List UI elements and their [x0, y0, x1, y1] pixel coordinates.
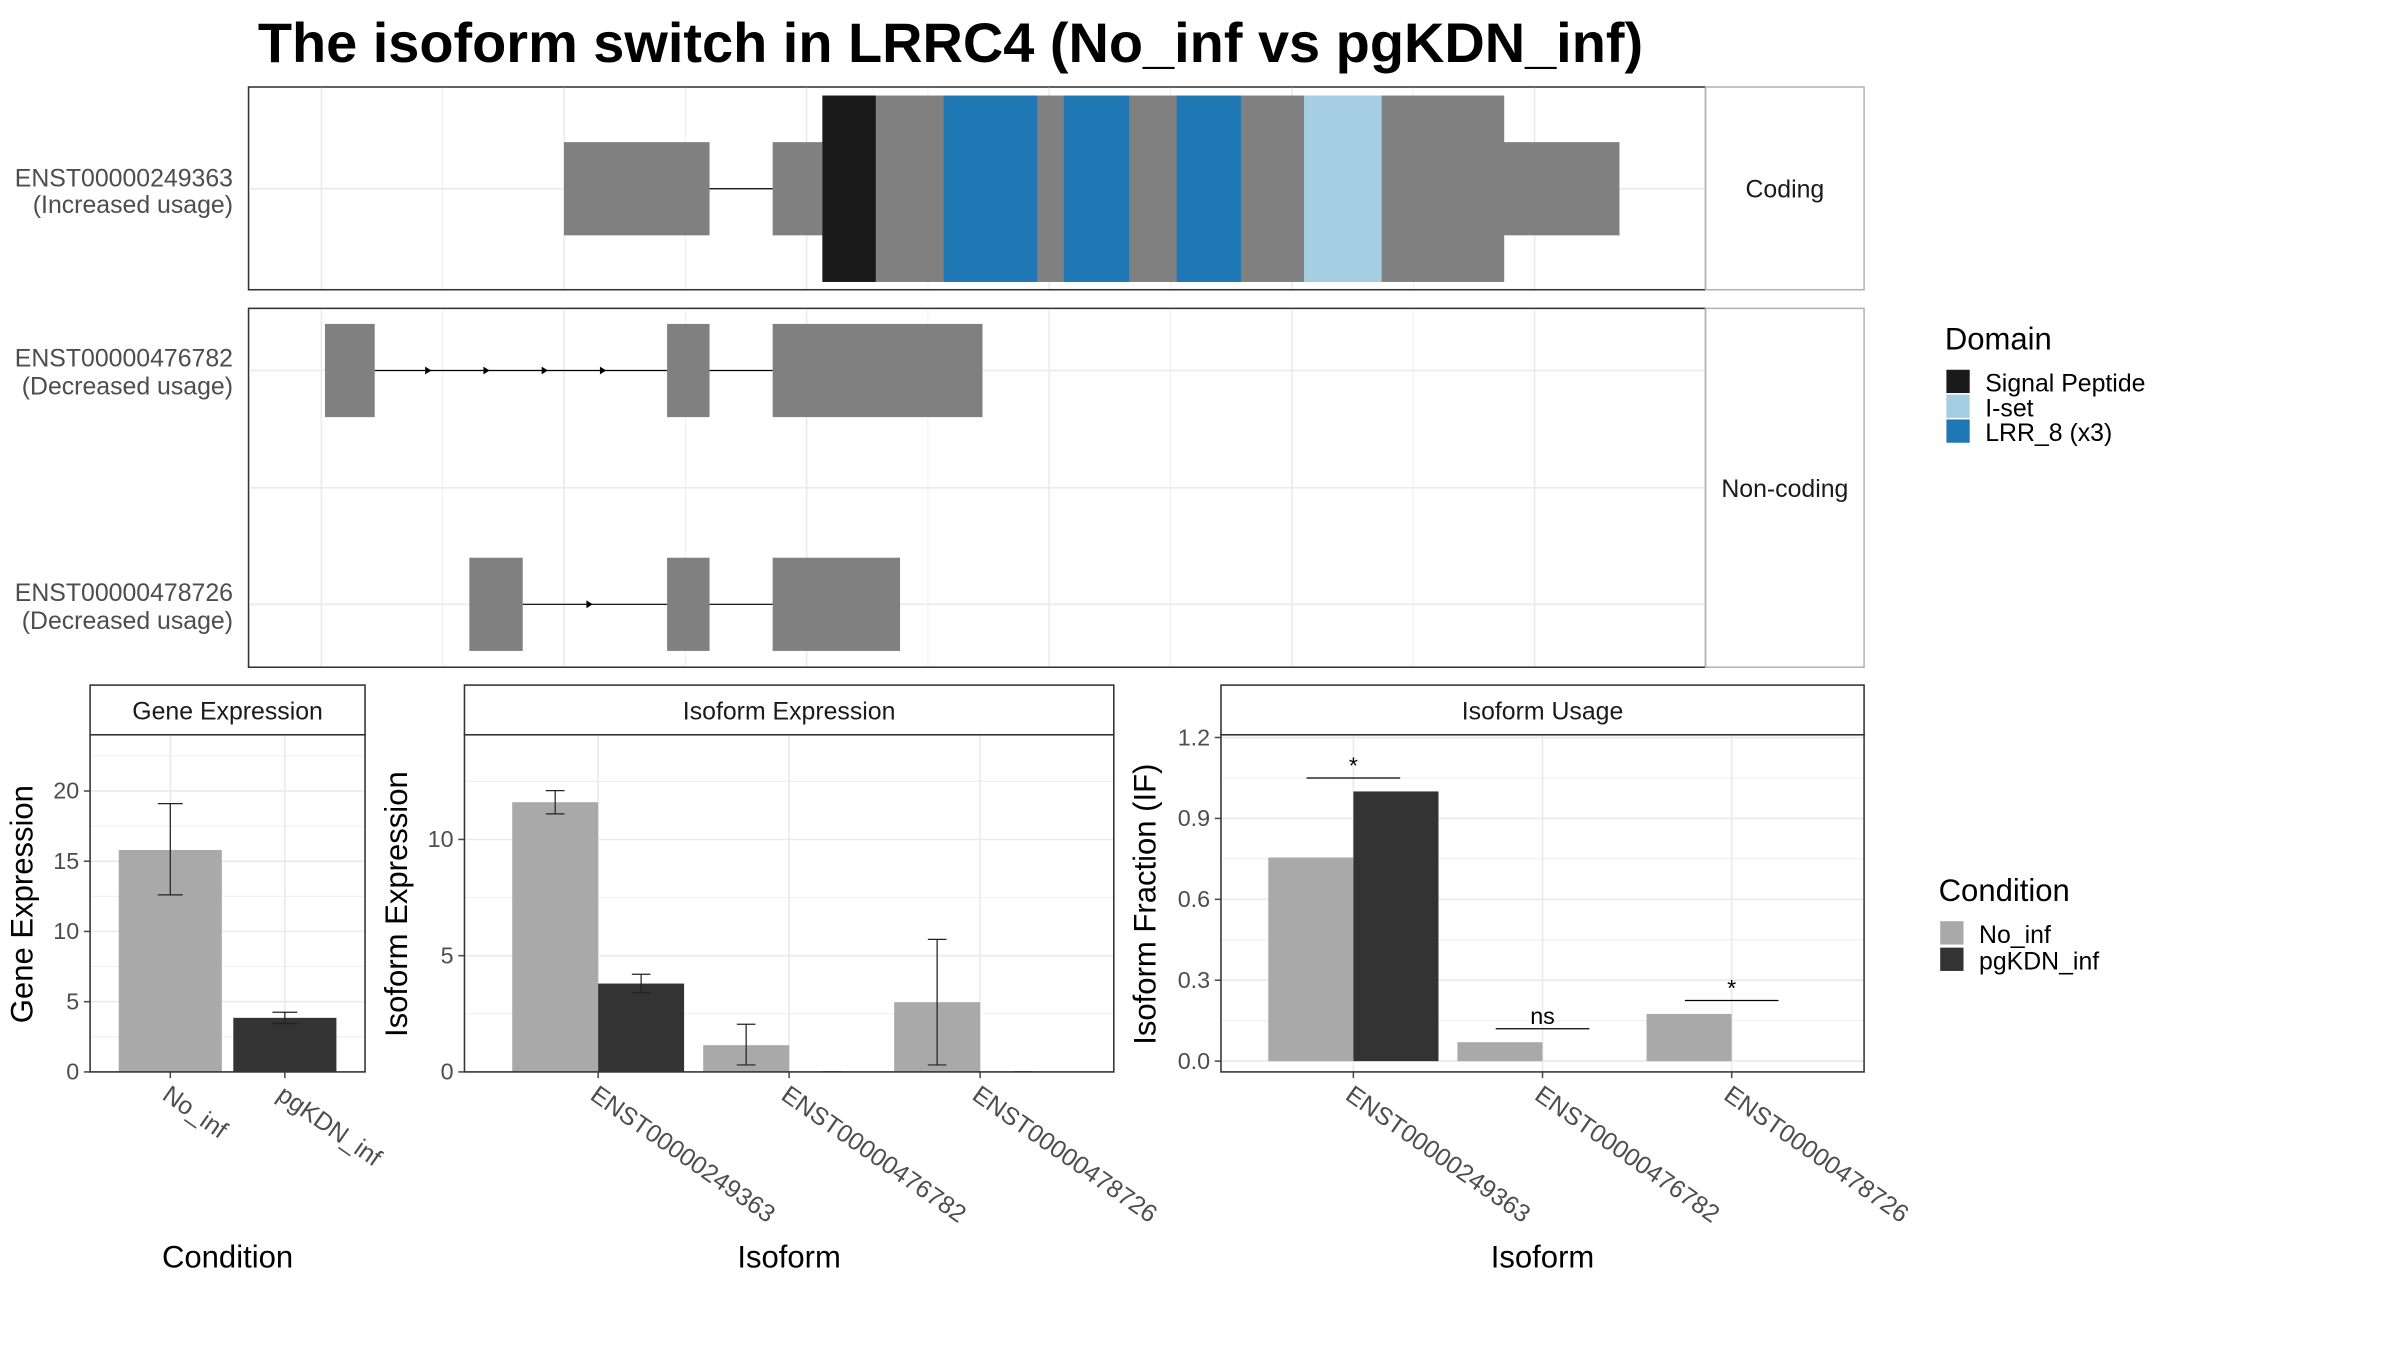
significance-label: * [1727, 975, 1736, 1001]
isoform-label-id: ENST00000249363 [15, 165, 233, 192]
legend-key-signal-peptide [1946, 369, 1970, 394]
strip-label: Isoform Usage [1462, 698, 1624, 725]
y-tick-label: 1.2 [1178, 724, 1210, 750]
y-tick-label: 0.3 [1178, 967, 1210, 993]
y-tick-label: 0.6 [1178, 886, 1210, 912]
exon-noncoding [667, 557, 710, 651]
chart-title: The isoform switch in LRRC4 (No_inf vs p… [258, 11, 1643, 74]
y-tick-label: 20 [53, 778, 79, 804]
legend-key-i-set [1946, 394, 1970, 418]
exon-noncoding [469, 557, 523, 651]
isoform-label-usage: (Decreased usage) [22, 608, 233, 635]
x-axis-label: Condition [162, 1240, 293, 1275]
condition-legend-title: Condition [1939, 873, 2070, 908]
x-axis-label: Isoform [737, 1240, 841, 1275]
structure-panel-noncoding: Non-coding [247, 307, 1865, 669]
significance-label: * [1349, 752, 1358, 778]
exon-cds [822, 95, 1505, 282]
y-tick-label: 10 [428, 826, 454, 852]
intron-arrow [586, 600, 593, 609]
bar-pgkdn-inf [233, 1017, 337, 1072]
legend-label: I-set [1985, 395, 2033, 422]
exon-utr [563, 142, 710, 236]
structure-panel-coding: Coding [247, 86, 1865, 291]
legend-label: pgKDN_inf [1979, 948, 2099, 975]
intron-arrow [541, 366, 548, 375]
y-tick-label: 0 [441, 1059, 454, 1085]
exon-noncoding [772, 323, 983, 418]
exon-noncoding [667, 323, 710, 418]
isoform-label-id: ENST00000476782 [15, 346, 233, 373]
y-tick-label: 0.0 [1178, 1048, 1210, 1074]
domain-lrr-8-x3 [943, 95, 1038, 282]
domain-legend-title: Domain [1945, 322, 2052, 357]
facet-label-noncoding: Non-coding [1721, 476, 1848, 503]
x-axis-label: Isoform [1491, 1240, 1595, 1275]
y-axis-label: Gene Expression [5, 785, 40, 1023]
bar-no-inf [512, 802, 599, 1072]
isoform-usage-panel: Isoform Usage 0.00.30.60.91.2ENST0000024… [1128, 684, 1913, 1275]
condition-legend: Condition No_inf pgKDN_inf [1939, 873, 2100, 975]
facet-label-coding: Coding [1745, 176, 1824, 203]
y-tick-label: 10 [53, 918, 79, 944]
domain-signal-peptide [822, 95, 876, 282]
y-tick-label: 15 [53, 848, 79, 874]
legend-label: Signal Peptide [1985, 370, 2145, 397]
y-tick-label: 5 [441, 942, 454, 968]
intron-arrow [483, 366, 490, 375]
domain-i-set [1304, 95, 1382, 282]
exon-noncoding [324, 323, 375, 418]
strip-label: Isoform Expression [683, 698, 896, 725]
y-axis-label: Isoform Fraction (IF) [1128, 764, 1163, 1045]
isoform-label-usage: (Decreased usage) [22, 374, 233, 401]
bar-no-inf [1457, 1042, 1543, 1062]
domain-lrr-8-x3 [1176, 95, 1241, 282]
bar-pgkdn-inf [598, 983, 685, 1072]
y-tick-label: 5 [66, 988, 79, 1014]
bar-no-inf [1268, 857, 1354, 1062]
legend-key-pgkdn-inf [1940, 947, 1964, 971]
isoform-axis-labels: ENST00000249363 (Increased usage) ENST00… [15, 165, 233, 635]
legend-key-lrr8 [1946, 419, 1970, 443]
y-axis-label: Isoform Expression [379, 771, 414, 1037]
isoform-label-usage: (Increased usage) [33, 192, 233, 219]
bar-no-inf [1646, 1013, 1732, 1062]
y-tick-label: 0 [66, 1059, 79, 1085]
domain-lrr-8-x3 [1063, 95, 1130, 282]
intron-arrow [599, 366, 607, 375]
exon-noncoding [772, 557, 901, 651]
legend-key-no-inf [1940, 921, 1964, 945]
domain-legend: Domain Signal Peptide I-set LRR_8 (x3) [1945, 322, 2146, 448]
significance-label: ns [1530, 1003, 1555, 1029]
intron-arrow [425, 366, 432, 375]
isoform-label-id: ENST00000478726 [15, 580, 233, 607]
strip-label: Gene Expression [132, 698, 323, 725]
legend-label: No_inf [1979, 922, 2051, 949]
y-tick-label: 0.9 [1178, 805, 1210, 831]
bar-pgkdn-inf [1353, 791, 1439, 1062]
legend-label: LRR_8 (x3) [1985, 420, 2112, 447]
